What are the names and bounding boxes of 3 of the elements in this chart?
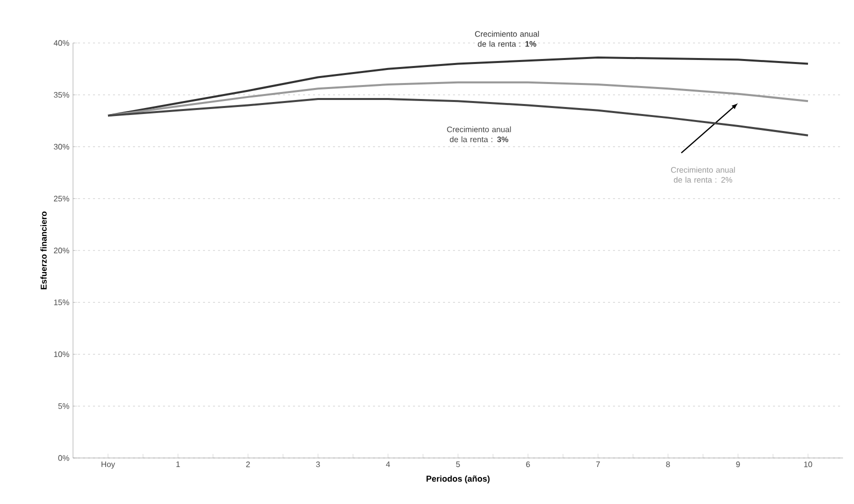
y-axis-title: Esfuerzo financiero [40,212,47,290]
line-series [107,98,810,136]
x-axis-title: Periodos (años) [426,475,490,484]
